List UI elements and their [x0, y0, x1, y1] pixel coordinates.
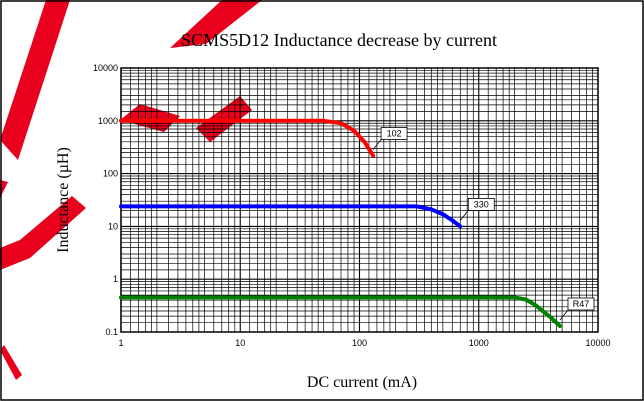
series-label-R47: R47	[573, 299, 590, 309]
y-tick-label: 1	[113, 274, 118, 284]
series-label-leader	[459, 210, 469, 221]
y-tick-label: 100	[103, 169, 118, 179]
plot-area	[120, 67, 599, 333]
y-tick-label: 10000	[93, 63, 118, 73]
series-label-leader	[559, 309, 569, 321]
x-tick-label: 100	[352, 338, 367, 348]
series-line-330	[119, 204, 463, 229]
watermark-stroke-3	[170, 0, 262, 48]
watermark-stroke-2	[0, 180, 8, 198]
y-axis-label: Inductance (µH)	[55, 147, 72, 253]
series-label-box	[380, 127, 408, 140]
x-axis-label: DC current (mA)	[307, 374, 417, 391]
y-tick-label: 10	[108, 221, 118, 231]
x-tick-label: 1	[118, 338, 123, 348]
series-label-box	[567, 297, 595, 311]
series-label-330: 330	[474, 199, 489, 209]
series-line-102	[119, 118, 376, 158]
watermark-stroke-5	[120, 104, 180, 132]
x-tick-label: 10000	[585, 338, 610, 348]
grid	[120, 68, 598, 333]
watermark-stroke-4	[0, 196, 86, 270]
series-label-box	[467, 197, 495, 211]
watermark-stroke-1	[0, 0, 70, 160]
x-tick-label: 1000	[469, 338, 489, 348]
series-label-102: 102	[387, 129, 402, 139]
y-tick-label: 1000	[98, 116, 118, 126]
series-line-R47	[119, 295, 562, 328]
series-labels: 102 330 R47	[372, 127, 595, 321]
chart-title: SCMS5D12 Inductance decrease by current	[181, 30, 497, 50]
series-lines	[119, 118, 562, 328]
watermark-stroke-7	[0, 345, 22, 380]
x-tick-label: 10	[235, 338, 245, 348]
series-label-leader	[372, 139, 382, 150]
y-tick-label: 0.1	[105, 327, 118, 337]
